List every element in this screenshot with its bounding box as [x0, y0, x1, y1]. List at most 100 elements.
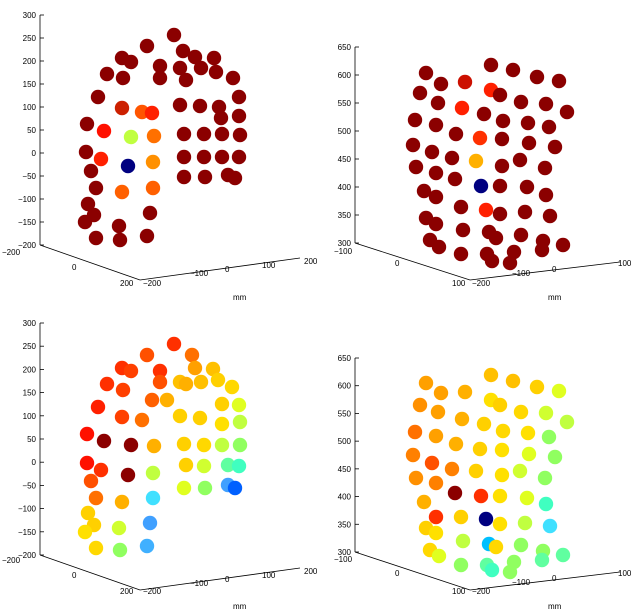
data-point: [453, 199, 469, 215]
data-point: [488, 539, 504, 555]
data-point: [176, 436, 192, 452]
data-point: [231, 149, 247, 165]
data-point: [424, 144, 440, 160]
data-point: [513, 94, 529, 110]
data-point: [513, 227, 529, 243]
y-tick-label: 100: [618, 259, 632, 268]
x-tick-label: 0: [72, 263, 77, 272]
data-point: [457, 384, 473, 400]
data-point: [428, 165, 444, 181]
data-point: [455, 533, 471, 549]
data-point: [96, 123, 112, 139]
data-point: [208, 64, 224, 80]
data-point: [178, 457, 194, 473]
y-tick-label: −100: [190, 269, 209, 278]
data-point: [206, 50, 222, 66]
y-tick-label: −100: [190, 579, 209, 588]
x-axis: [354, 551, 471, 591]
data-point: [152, 70, 168, 86]
x-tick-label: −100: [334, 555, 353, 564]
data-point: [457, 74, 473, 90]
data-point: [152, 374, 168, 390]
data-point: [120, 467, 136, 483]
data-point: [184, 347, 200, 363]
y-tick-label: 0: [552, 574, 557, 583]
data-point: [231, 108, 247, 124]
data-point: [428, 216, 444, 232]
data-point: [448, 126, 464, 142]
data-point: [196, 126, 212, 142]
data-point: [433, 76, 449, 92]
x-tick-label: 200: [120, 587, 134, 596]
x-tick-label: −200: [2, 556, 21, 565]
data-point: [428, 475, 444, 491]
data-point: [172, 408, 188, 424]
data-point: [495, 113, 511, 129]
data-point: [453, 557, 469, 573]
z-tick-label: −100: [18, 505, 37, 514]
data-point: [197, 480, 213, 496]
data-point: [142, 205, 158, 221]
data-point: [424, 455, 440, 471]
y-tick-label: 0: [225, 575, 230, 584]
data-point: [416, 183, 432, 199]
data-point: [494, 442, 510, 458]
data-point: [196, 437, 212, 453]
z-tick-label: 550: [338, 409, 352, 418]
data-point: [224, 379, 240, 395]
data-point: [473, 488, 489, 504]
z-tick-label: 500: [338, 437, 352, 446]
z-tick-label: 50: [27, 126, 36, 135]
data-point: [454, 100, 470, 116]
z-tick-label: 350: [338, 520, 352, 529]
y-tick-label: 0: [552, 265, 557, 274]
data-point: [559, 414, 575, 430]
data-point: [492, 516, 508, 532]
data-point: [444, 150, 460, 166]
data-point: [476, 106, 492, 122]
data-point: [517, 515, 533, 531]
data-point: [88, 180, 104, 196]
z-tick-label: 300: [338, 239, 352, 248]
data-point: [447, 171, 463, 187]
data-point: [454, 411, 470, 427]
z-tick-label: 200: [23, 57, 37, 66]
data-point: [559, 104, 575, 120]
data-point: [232, 127, 248, 143]
z-tick-label: 200: [23, 365, 37, 374]
data-point: [517, 204, 533, 220]
data-point: [408, 470, 424, 486]
z-tick-label: 400: [338, 493, 352, 502]
data-point: [178, 376, 194, 392]
data-point: [83, 163, 99, 179]
data-point: [537, 470, 553, 486]
data-point: [453, 246, 469, 262]
data-point: [196, 149, 212, 165]
data-point: [520, 425, 536, 441]
x-tick-label: 0: [72, 571, 77, 580]
data-point: [519, 490, 535, 506]
data-point: [538, 496, 554, 512]
data-point: [220, 457, 236, 473]
data-point: [547, 139, 563, 155]
z-tick-label: 550: [338, 99, 352, 108]
data-point: [555, 547, 571, 563]
data-point: [77, 524, 93, 540]
data-point: [139, 538, 155, 554]
x-tick-label: −200: [2, 248, 21, 257]
data-point: [512, 152, 528, 168]
unit-label-top-left: mm: [233, 293, 247, 302]
data-point: [214, 149, 230, 165]
data-point: [430, 404, 446, 420]
data-point: [555, 237, 571, 253]
y-axis: [469, 571, 621, 591]
data-point: [431, 548, 447, 564]
data-point: [494, 131, 510, 147]
y-tick-label: 100: [262, 261, 276, 270]
data-point: [114, 494, 130, 510]
z-tick-label: −100: [18, 195, 37, 204]
data-point: [418, 65, 434, 81]
data-point: [407, 424, 423, 440]
data-point: [541, 119, 557, 135]
